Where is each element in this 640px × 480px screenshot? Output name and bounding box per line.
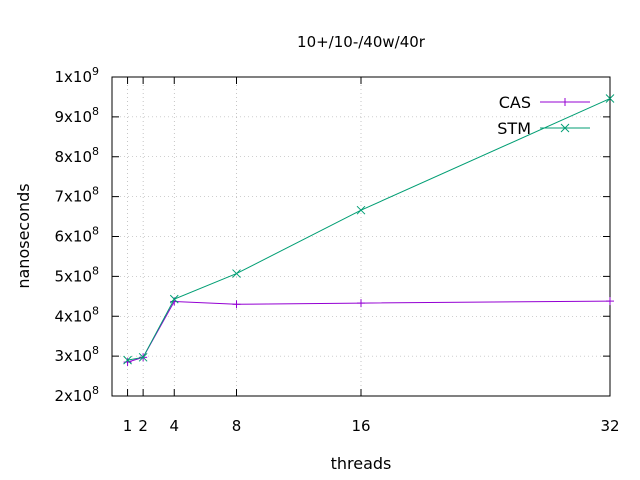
series-cas [123,297,614,367]
y-tick-label: 8x108 [54,145,99,166]
y-tick-label: 1x109 [54,65,99,86]
chart-title: 10+/10-/40w/40r [297,33,426,51]
y-tick-label: 5x108 [54,264,99,285]
data-point-stm [123,355,132,365]
data-point-cas [606,297,614,306]
data-point-stm [232,269,241,278]
grid [112,77,610,396]
legend-label-cas: CAS [499,93,531,112]
data-point-cas [357,299,365,308]
y-tick-label: 9x108 [54,105,99,126]
x-tick-label: 16 [351,417,370,435]
x-tick-label: 8 [232,417,242,435]
legend-marker-stm [560,123,570,133]
y-tick-label: 4x108 [54,304,99,325]
y-axis-label: nanoseconds [14,183,33,288]
data-point-stm [138,352,148,362]
data-point-stm [605,94,615,103]
legend-label-stm: STM [497,119,531,138]
series-layer [123,94,615,367]
data-point-stm [169,294,179,304]
y-tick-label: 3x108 [54,344,99,365]
data-point-stm [356,205,366,215]
axis-ticks: 2x108 3x108 4x108 5x108 6x108 7x108 8x108 9x108… [54,65,619,435]
data-point-cas [232,300,241,309]
y-tick-label: 6x108 [54,225,99,246]
legend-marker-cas [561,98,569,106]
series-stm [123,94,615,365]
x-tick-label: 32 [600,417,619,435]
series-line-cas [127,300,611,363]
x-tick-label: 1 [123,417,133,435]
x-axis-label: threads [331,454,392,473]
x-tick-label: 4 [169,417,179,435]
legend: CAS STM [497,93,590,138]
y-tick-label: 7x108 [54,185,99,206]
x-tick-label: 2 [138,417,148,435]
y-tick-label: 2x108 [54,384,99,405]
series-line-stm [127,98,611,361]
